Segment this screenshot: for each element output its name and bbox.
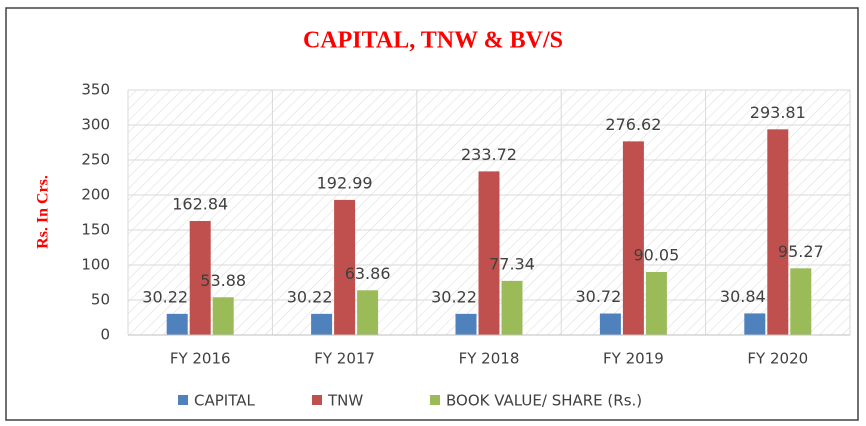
legend-swatch [178, 395, 188, 405]
bar [357, 290, 379, 335]
bar [645, 271, 667, 335]
bar [599, 313, 621, 335]
value-label: 276.62 [605, 115, 661, 134]
value-label: 233.72 [461, 145, 517, 164]
value-label: 53.88 [200, 271, 246, 290]
value-label: 30.22 [142, 287, 188, 306]
value-label: 77.34 [489, 254, 535, 273]
legend-swatch [430, 395, 440, 405]
y-tick-label: 100 [81, 256, 110, 274]
value-label: 90.05 [633, 245, 679, 264]
bar [212, 297, 234, 335]
bar [790, 268, 812, 335]
legend-label: CAPITAL [194, 392, 255, 410]
value-label: 30.72 [575, 287, 621, 306]
legend-label: TNW [327, 392, 363, 410]
value-label: 162.84 [172, 195, 228, 214]
legend-label: BOOK VALUE/ SHARE (Rs.) [446, 392, 642, 410]
bar [455, 313, 477, 335]
y-tick-label: 250 [81, 151, 110, 169]
x-tick-label: FY 2017 [314, 350, 375, 368]
y-tick-label: 0 [100, 326, 110, 344]
legend-swatch [312, 395, 322, 405]
value-label: 95.27 [778, 242, 824, 261]
value-label: 30.84 [720, 287, 766, 306]
bar [334, 199, 356, 335]
value-label: 30.22 [431, 287, 477, 306]
chart-title: CAPITAL, TNW & BV/S [303, 28, 563, 54]
value-label: 30.22 [287, 287, 333, 306]
y-tick-label: 200 [81, 186, 110, 204]
x-tick-label: FY 2020 [747, 350, 808, 368]
y-tick-label: 50 [91, 291, 110, 309]
bar [622, 141, 644, 335]
bar [767, 129, 789, 335]
value-label: 293.81 [750, 103, 806, 122]
bar [189, 221, 211, 335]
value-label: 63.86 [345, 264, 391, 283]
y-axis-label: Rs. In Crs. [35, 175, 52, 249]
bar [501, 280, 523, 335]
bar [744, 313, 766, 335]
x-tick-label: FY 2019 [603, 350, 664, 368]
y-tick-label: 150 [81, 221, 110, 239]
value-label: 192.99 [317, 173, 373, 192]
x-tick-label: FY 2016 [170, 350, 231, 368]
y-tick-label: 300 [81, 116, 110, 134]
bar [478, 171, 500, 335]
bar [166, 313, 188, 335]
y-tick-label: 350 [81, 81, 110, 99]
x-tick-label: FY 2018 [459, 350, 520, 368]
bar [311, 313, 333, 335]
